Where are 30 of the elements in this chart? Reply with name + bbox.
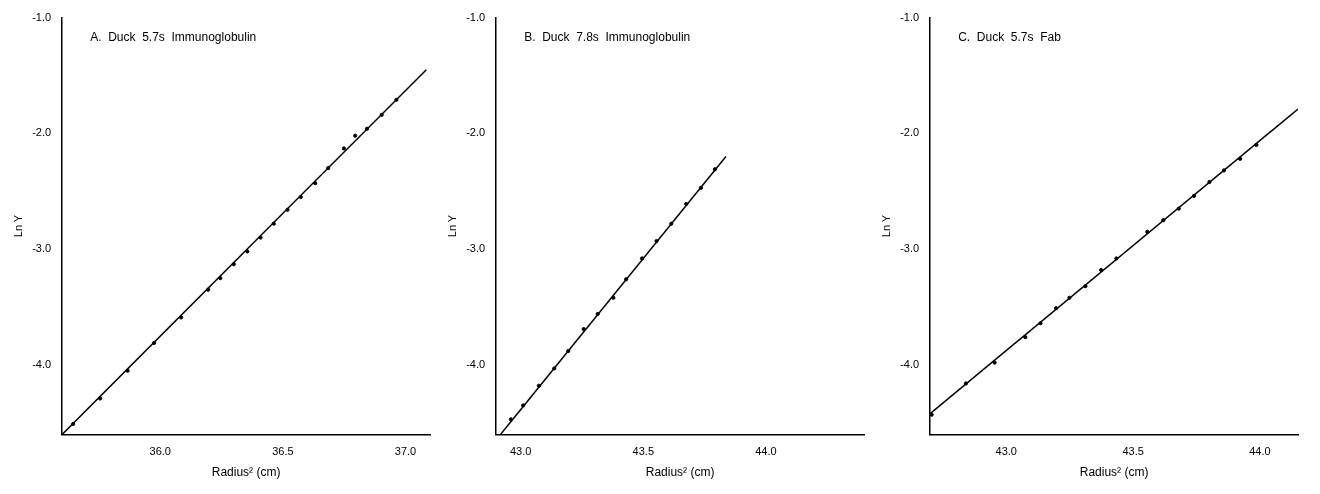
y-axis-title: Ln Y (11, 214, 24, 238)
x-tick-label: 44.0 (755, 445, 777, 458)
x-tick-label: 43.0 (509, 445, 532, 458)
x-tick-label: 37.0 (394, 445, 417, 458)
y-tick-label: -3.0 (32, 242, 52, 255)
x-axis-title: Radius² (cm) (1079, 465, 1149, 480)
x-tick-label: 43.5 (1122, 445, 1144, 458)
y-tick-label: -1.0 (466, 10, 486, 23)
y-tick-label: -4.0 (32, 357, 52, 370)
y-tick-label: -2.0 (900, 126, 920, 139)
x-axis-title: Radius² (cm) (645, 465, 715, 480)
y-tick-label: -3.0 (466, 242, 486, 255)
y-tick-label: -4.0 (900, 357, 920, 370)
annotation: B. Duck 7.8s Immunoglobulin (524, 29, 691, 44)
x-axis-title: Radius² (cm) (211, 465, 281, 480)
y-axis-title: Ln Y (879, 214, 892, 238)
y-tick-label: -4.0 (466, 357, 486, 370)
y-tick-label: -3.0 (900, 242, 920, 255)
x-tick-label: 43.5 (632, 445, 654, 458)
y-tick-label: -1.0 (900, 10, 920, 23)
x-tick-label: 36.0 (149, 445, 171, 458)
x-tick-label: 44.0 (1249, 445, 1271, 458)
annotation: A. Duck 5.7s Immunoglobulin (90, 29, 257, 44)
y-axis-title: Ln Y (445, 214, 458, 238)
y-tick-label: -2.0 (466, 126, 486, 139)
x-tick-label: 36.5 (272, 445, 294, 458)
y-tick-label: -1.0 (32, 10, 52, 23)
annotation: C. Duck 5.7s Fab (958, 29, 1062, 44)
y-tick-label: -2.0 (32, 126, 52, 139)
x-tick-label: 43.0 (995, 445, 1017, 458)
